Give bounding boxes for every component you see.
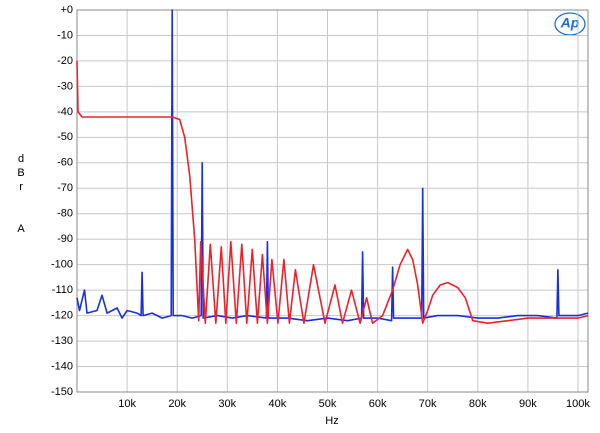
y-tick-label: +0	[60, 4, 73, 16]
y-tick-label: -140	[51, 360, 73, 372]
x-tick-label: 100k	[566, 398, 590, 410]
y-tick-label: -110	[52, 284, 73, 296]
y-tick-label: -30	[57, 80, 73, 92]
x-tick-label: 30k	[218, 398, 236, 410]
y-tick-label: -50	[57, 131, 73, 143]
x-tick-label: 80k	[469, 398, 487, 410]
y-tick-label: -120	[51, 310, 73, 322]
plot-border	[76, 9, 589, 393]
y-tick-label: -130	[51, 335, 73, 347]
x-tick-label: 10k	[118, 398, 136, 410]
y-tick-label: -90	[57, 233, 73, 245]
y-tick-label: -150	[51, 386, 73, 398]
x-tick-label: 60k	[369, 398, 387, 410]
y-tick-label: -60	[57, 157, 73, 169]
x-axis-label: Hz	[325, 415, 338, 427]
y-axis-label-weighting: A	[17, 223, 25, 235]
x-tick-label: 40k	[269, 398, 287, 410]
plot-area	[77, 10, 588, 392]
y-tick-label: -70	[57, 182, 73, 194]
y-tick-label: -80	[57, 208, 73, 220]
series-line	[76, 60, 589, 324]
y-tick-label: -20	[57, 55, 73, 67]
y-tick-label: -40	[57, 106, 73, 118]
x-tick-label: 50k	[319, 398, 337, 410]
x-tick-label: 20k	[168, 398, 186, 410]
x-tick-label: 90k	[519, 398, 537, 410]
y-axis-label: dBr	[15, 153, 27, 195]
series-line	[76, 9, 589, 322]
x-tick-label: 70k	[419, 398, 437, 410]
y-tick-label: -10	[57, 29, 73, 41]
logo: Ap	[560, 15, 580, 31]
y-tick-label: -100	[51, 259, 73, 271]
